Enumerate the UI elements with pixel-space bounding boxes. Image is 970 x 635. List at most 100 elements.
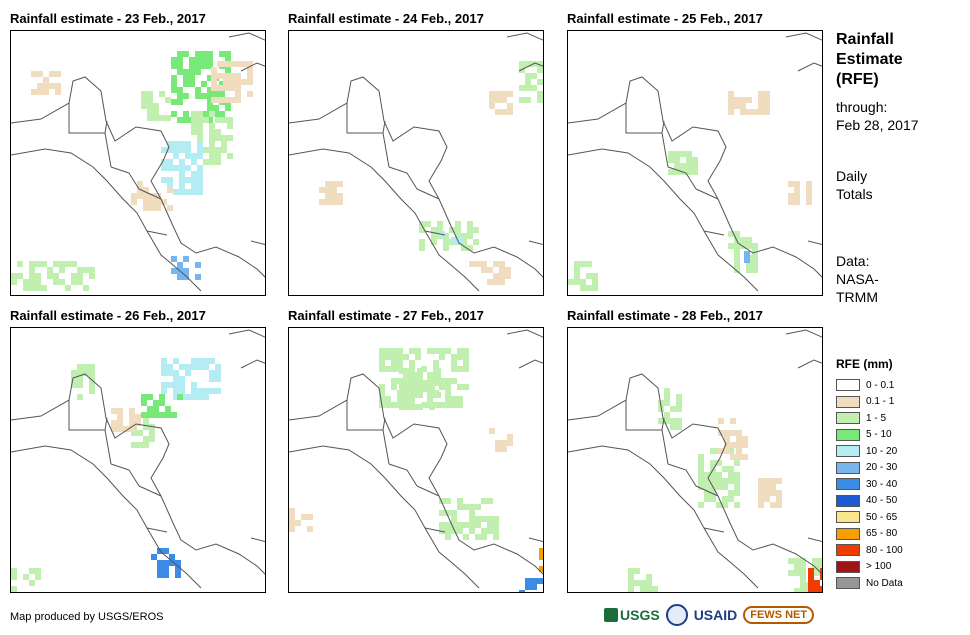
rain-area (11, 568, 41, 592)
map-feb24 (288, 30, 544, 296)
panel-title-feb25: Rainfall estimate - 25 Feb., 2017 (567, 11, 763, 26)
legend-row: 30 - 40 (836, 476, 966, 493)
coastline-path (568, 373, 822, 575)
rain-area (141, 91, 171, 121)
map-feb25 (567, 30, 823, 296)
rain-area (539, 548, 543, 572)
data-source-line1: NASA- (836, 271, 879, 287)
coastline-south-path (568, 148, 759, 292)
coastline-south-path (11, 445, 202, 589)
coastline-south-path (568, 445, 759, 589)
rain-area (399, 368, 441, 410)
panel-title-feb26: Rainfall estimate - 26 Feb., 2017 (10, 308, 206, 323)
rain-area (718, 418, 748, 460)
legend-swatch (836, 412, 860, 425)
panel-title-feb23: Rainfall estimate - 23 Feb., 2017 (10, 11, 206, 26)
legend-row: 50 - 65 (836, 509, 966, 526)
rain-area (439, 498, 499, 540)
legend-row: 0.1 - 1 (836, 394, 966, 411)
legend-row: 0 - 0.1 (836, 377, 966, 394)
usgs-logo-text: USGS (620, 607, 660, 623)
legend-swatch (836, 494, 860, 507)
usgs-mark-icon (604, 608, 618, 622)
totals-line2: Totals (836, 186, 873, 202)
legend-label: 1 - 5 (866, 412, 887, 424)
rain-area (131, 418, 155, 448)
legend: RFE (mm) 0 - 0.1 0.1 - 1 1 - 5 5 - 10 10… (836, 357, 966, 592)
panel-title-feb28: Rainfall estimate - 28 Feb., 2017 (567, 308, 763, 323)
side-title-line2: Estimate (836, 51, 903, 68)
map-credit: Map produced by USGS/EROS (10, 611, 164, 623)
logo-strip: USGS USAID FEWS NET (604, 604, 815, 626)
legend-label: No Data (866, 577, 903, 589)
rain-area (758, 478, 782, 508)
usaid-logo: USAID (693, 607, 738, 623)
legend-label: 0.1 - 1 (866, 396, 895, 408)
legend-row: No Data (836, 575, 966, 592)
data-source-line2: TRMM (836, 289, 878, 305)
legend-swatch (836, 527, 860, 540)
rain-area (289, 508, 313, 532)
island-path (506, 329, 543, 543)
island-path (785, 329, 822, 543)
rain-area (728, 91, 770, 115)
rain-area (698, 448, 740, 508)
island-path (785, 32, 822, 246)
coastline-south-path (11, 148, 202, 292)
border-path (68, 103, 168, 236)
legend-swatch (836, 544, 860, 557)
rain-area (161, 141, 203, 195)
border-path (68, 400, 168, 533)
coastline-path (11, 373, 265, 575)
data-label: Data: (836, 253, 870, 269)
legend-swatch (836, 445, 860, 458)
border-path (625, 103, 725, 236)
rain-area (31, 71, 61, 95)
rain-area (489, 91, 513, 115)
legend-label: 5 - 10 (866, 429, 892, 441)
totals-block: Daily Totals (836, 167, 956, 203)
rain-area (808, 568, 822, 592)
legend-label: 50 - 65 (866, 511, 898, 523)
side-title: Rainfall Estimate (RFE) (836, 30, 956, 90)
border-path (346, 400, 446, 533)
through-label: through: (836, 99, 888, 115)
rain-area (489, 428, 513, 452)
legend-row: 1 - 5 (836, 410, 966, 427)
map-feb27 (288, 327, 544, 593)
fews-net-logo: FEWS NET (743, 606, 815, 624)
map-feb26 (10, 327, 266, 593)
legend-swatch (836, 511, 860, 524)
coastline-path (11, 76, 265, 278)
island-path (228, 32, 265, 246)
rain-area (469, 261, 511, 285)
legend-swatch (836, 577, 860, 590)
legend-row: 20 - 30 (836, 460, 966, 477)
rain-area (71, 364, 95, 400)
island-path (506, 32, 543, 246)
legend-row: 5 - 10 (836, 427, 966, 444)
legend-swatch (836, 560, 860, 573)
legend-label: 10 - 20 (866, 445, 898, 457)
map-feb23 (10, 30, 266, 296)
legend-label: 30 - 40 (866, 478, 898, 490)
legend-swatch (836, 461, 860, 474)
legend-row: 65 - 80 (836, 526, 966, 543)
usgs-logo: USGS (604, 607, 660, 623)
rain-area (111, 408, 141, 432)
rain-area (519, 61, 543, 103)
legend-swatch (836, 478, 860, 491)
rain-area (519, 578, 543, 592)
rain-area (151, 548, 181, 578)
data-source-block: Data: NASA- TRMM (836, 252, 956, 306)
rain-area (11, 261, 95, 291)
legend-swatch (836, 428, 860, 441)
legend-label: 0 - 0.1 (866, 379, 895, 391)
coastline-south-path (289, 445, 480, 589)
rain-area (211, 61, 253, 103)
through-block: through: Feb 28, 2017 (836, 98, 956, 134)
rain-area (319, 181, 343, 205)
legend-label: 20 - 30 (866, 462, 898, 474)
legend-title: RFE (mm) (836, 357, 893, 371)
totals-line1: Daily (836, 168, 868, 184)
